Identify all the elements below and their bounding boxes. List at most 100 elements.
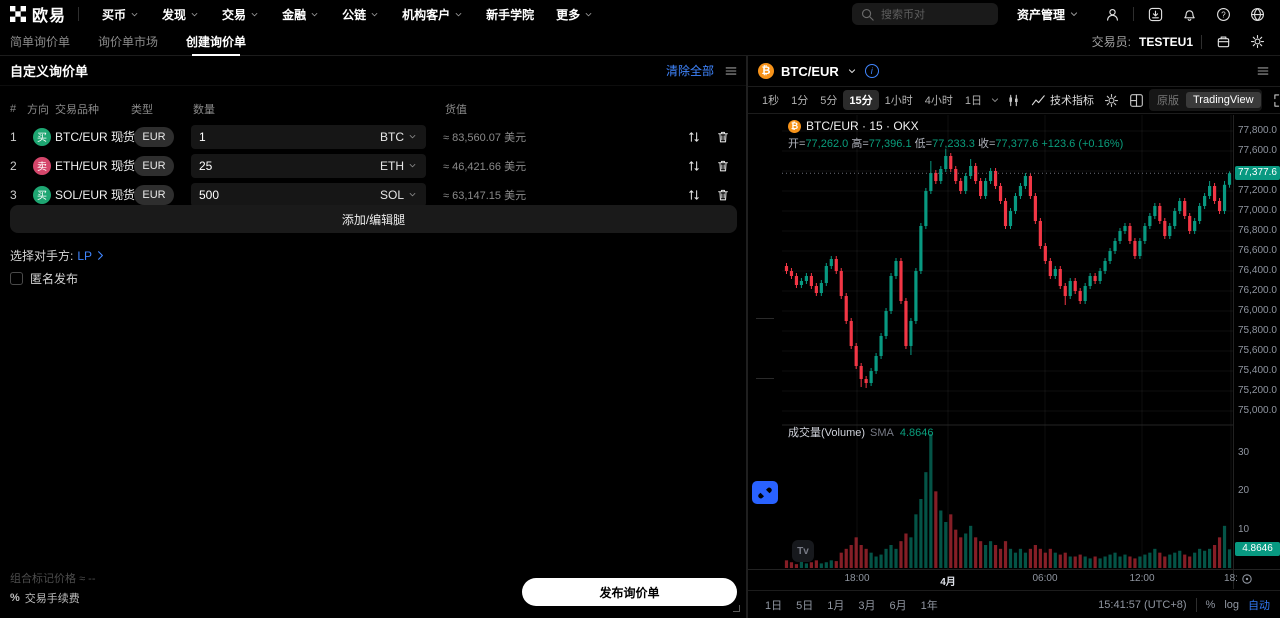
timeframe-1秒[interactable]: 1秒 <box>762 95 780 107</box>
range-1月[interactable]: 1月 <box>827 599 845 612</box>
text-tool[interactable]: T <box>752 265 778 288</box>
chart-menu-icon[interactable] <box>1256 64 1270 78</box>
divider <box>1195 597 1197 612</box>
legend-title: BTC/EUR · 15 · OKX <box>806 119 919 133</box>
brush-tool[interactable] <box>752 241 778 264</box>
fullscreen-button[interactable] <box>1273 93 1280 108</box>
fib-retracement-tool[interactable] <box>752 169 778 192</box>
transfer-icon[interactable] <box>686 187 702 203</box>
help-button[interactable]: ? <box>1210 3 1236 25</box>
panel-resize-handle[interactable] <box>733 605 740 612</box>
quantity-input[interactable]: 25 ETH <box>191 153 426 178</box>
delete-leg-icon[interactable] <box>715 187 731 203</box>
menu-item-1[interactable]: 发现 <box>151 6 211 23</box>
menu-item-0[interactable]: 买币 <box>91 6 151 23</box>
menu-item-5[interactable]: 机构客户 <box>391 6 475 23</box>
timeframe-5分[interactable]: 5分 <box>820 95 838 107</box>
ruler-tool[interactable] <box>752 325 778 348</box>
orders-history-button[interactable] <box>1210 31 1236 53</box>
ohlc-readout: 开=77,262.0 高=77,396.1 低=77,233.3 收=77,37… <box>788 138 1124 150</box>
log-scale-button[interactable]: log <box>1224 598 1239 611</box>
timeframe-1日[interactable]: 1日 <box>964 95 982 107</box>
chevron-right-icon[interactable] <box>117 189 131 200</box>
range-3月[interactable]: 3月 <box>858 599 876 612</box>
timeframe-1小时[interactable]: 1小时 <box>884 95 913 107</box>
indicators-button[interactable]: 技术指标 <box>1031 92 1094 108</box>
range-5日[interactable]: 5日 <box>796 599 814 612</box>
range-1日[interactable]: 1日 <box>765 599 783 612</box>
timeframe-1分[interactable]: 1分 <box>791 95 809 107</box>
trend-line-tool[interactable] <box>752 145 778 168</box>
auto-scale-button[interactable]: 自动 <box>1248 599 1270 612</box>
timeframe-15分[interactable]: 15分 <box>843 90 879 110</box>
menu-item-4[interactable]: 公链 <box>331 6 391 23</box>
okx-logo[interactable]: 欧易 <box>10 2 66 26</box>
menu-item-6[interactable]: 新手学院 <box>475 6 545 23</box>
crosshair-tool[interactable] <box>752 121 778 144</box>
expand-icon <box>1273 93 1280 108</box>
publish-rfq-button[interactable]: 发布询价单 <box>522 578 737 606</box>
main-menu: 买币 发现 交易 金融 公链 机构客户 新手学院 更多 <box>91 6 605 23</box>
panel-menu-icon[interactable] <box>724 64 738 78</box>
menu-item-3[interactable]: 金融 <box>271 6 331 23</box>
chevron-down-icon[interactable] <box>846 65 858 77</box>
link-drawings-tool[interactable] <box>752 481 778 504</box>
range-6月[interactable]: 6月 <box>889 599 907 612</box>
hide-drawings-tool[interactable] <box>752 457 778 480</box>
jump-to-realtime-icon[interactable] <box>1240 572 1254 586</box>
chevron-right-icon[interactable] <box>117 160 131 171</box>
drawing-mode-tool[interactable] <box>752 409 778 432</box>
delete-leg-icon[interactable] <box>715 129 731 145</box>
timeframe-more-chevron[interactable] <box>989 94 1001 106</box>
search-input[interactable]: 搜索币对 <box>851 3 998 25</box>
unit-select[interactable]: SOL <box>380 188 418 202</box>
layout-button[interactable] <box>1129 93 1144 108</box>
clear-all-link[interactable]: 清除全部 <box>665 64 714 78</box>
xabcd-pattern-tool[interactable] <box>752 193 778 216</box>
magnet-tool[interactable] <box>752 385 778 408</box>
native-version-option[interactable]: 原版 <box>1157 95 1179 107</box>
chart-symbol[interactable]: BTC/EUR <box>781 63 839 79</box>
quantity-input[interactable]: 1 BTC <box>191 124 426 149</box>
percent-scale-button[interactable]: % <box>1205 598 1216 611</box>
unit-select[interactable]: ETH <box>380 159 418 173</box>
candle-style-button[interactable] <box>1006 93 1021 108</box>
download-app-button[interactable] <box>1142 3 1168 25</box>
language-button[interactable] <box>1244 3 1270 25</box>
tradingview-version-option[interactable]: TradingView <box>1186 92 1261 108</box>
lock-drawings-tool[interactable] <box>752 433 778 456</box>
type-pill[interactable]: EUR <box>134 155 174 176</box>
menu-item-7[interactable]: 更多 <box>545 6 605 23</box>
chevron-right-icon[interactable] <box>117 131 131 142</box>
price-chart-canvas[interactable] <box>782 115 1233 569</box>
assets-menu[interactable]: 资产管理 <box>1006 6 1091 23</box>
transfer-icon[interactable] <box>686 129 702 145</box>
clock-readout[interactable]: 15:41:57 (UTC+8) <box>1098 598 1187 611</box>
tab-0[interactable]: 简单询价单 <box>10 35 71 49</box>
notifications-button[interactable] <box>1176 3 1202 25</box>
add-edit-leg-button[interactable]: 添加/编辑腿 <box>10 205 737 233</box>
panel-resizer[interactable] <box>746 56 748 618</box>
counterparty-select[interactable]: LP <box>77 248 108 263</box>
settings-button[interactable] <box>1244 31 1270 53</box>
tab-2[interactable]: 创建询价单 <box>186 28 246 56</box>
quantity-input[interactable]: 500 SOL <box>191 182 426 207</box>
anonymous-checkbox[interactable] <box>10 272 23 285</box>
emoji-tool[interactable] <box>752 289 778 312</box>
transfer-icon[interactable] <box>686 158 702 174</box>
profile-button[interactable] <box>1099 3 1125 25</box>
unit-select[interactable]: BTC <box>380 130 418 144</box>
type-pill[interactable]: EUR <box>134 184 174 205</box>
chart-settings-button[interactable] <box>1104 93 1119 108</box>
type-pill[interactable]: EUR <box>134 126 174 147</box>
info-icon[interactable]: i <box>864 64 879 78</box>
menu-item-2[interactable]: 交易 <box>211 6 271 23</box>
range-1年[interactable]: 1年 <box>920 599 938 612</box>
zoom-in-tool[interactable] <box>752 349 778 372</box>
timeframe-4小时[interactable]: 4小时 <box>924 95 953 107</box>
menu-item-label: 发现 <box>162 7 187 22</box>
tab-1[interactable]: 询价单市场 <box>98 35 159 49</box>
position-tool[interactable] <box>752 217 778 240</box>
delete-leg-icon[interactable] <box>715 158 731 174</box>
remove-drawings-tool[interactable] <box>752 505 778 528</box>
